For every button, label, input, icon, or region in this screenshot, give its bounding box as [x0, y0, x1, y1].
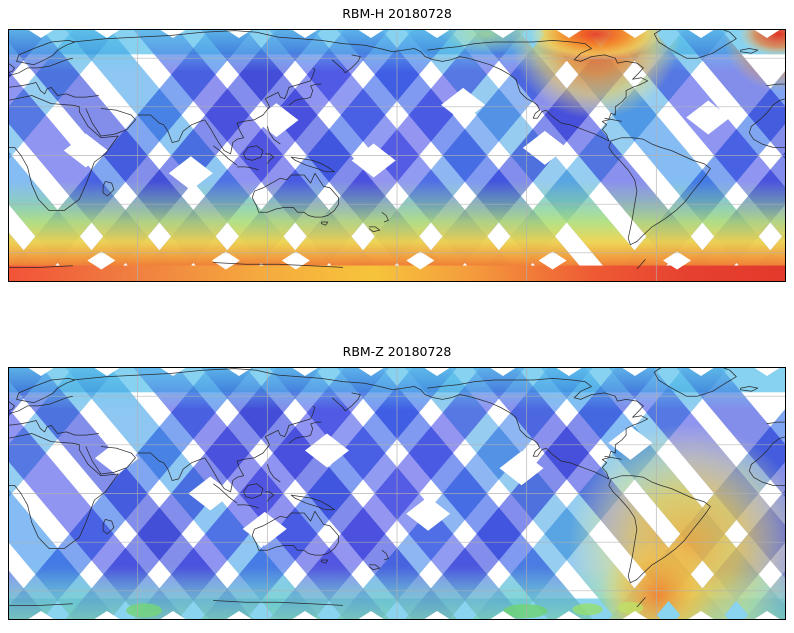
gridlines: [8, 367, 786, 620]
map-panel-rbm-z: [8, 367, 786, 620]
map-border: [8, 29, 786, 282]
map-panel-rbm-h: [8, 29, 786, 282]
coastlines: [8, 367, 786, 608]
panel-title-rbm-z: RBM-Z 20180728: [342, 344, 452, 359]
map-border: [8, 367, 786, 620]
gridlines: [8, 29, 786, 282]
panel-title-rbm-h: RBM-H 20180728: [342, 6, 452, 21]
coastlines: [8, 29, 786, 270]
